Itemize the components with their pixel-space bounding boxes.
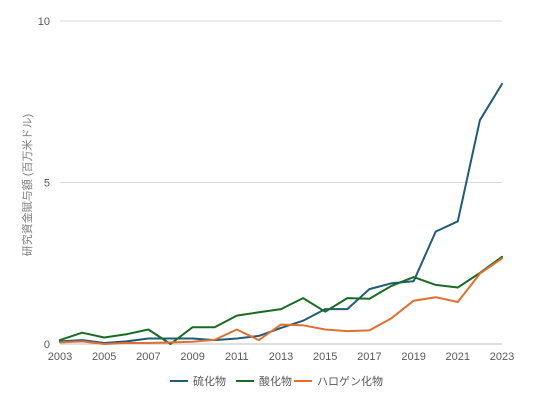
x-tick-label: 2013: [269, 351, 293, 363]
y-axis-label: 研究資金賦与額 (百万米ドル): [20, 114, 34, 256]
y-tick-label: 5: [44, 178, 50, 190]
x-axis-ticks: 2003 2005 2007 2009 2011 2013 2015 2017 2019 2021…: [48, 351, 514, 363]
legend-label: 硫化物: [193, 374, 226, 388]
y-axis-ticks: 0 5 10: [38, 16, 50, 351]
x-tick-label: 2011: [225, 351, 249, 363]
legend-label: 酸化物: [259, 374, 292, 388]
gridlines: [60, 20, 502, 345]
series-line-1: [59, 83, 503, 344]
x-tick-label: 2007: [136, 351, 160, 363]
series-line-2: [59, 255, 503, 345]
x-tick-label: 2015: [313, 351, 337, 363]
legend-label: ハロゲン化物: [317, 374, 383, 388]
y-tick-label: 0: [44, 339, 50, 351]
x-tick-label: 2019: [401, 351, 425, 363]
series-line-3: [59, 257, 503, 345]
x-tick-label: 2005: [92, 351, 116, 363]
x-tick-label: 2017: [357, 351, 381, 363]
legend: 硫化物 酸化物 ハロゲン化物: [170, 374, 383, 388]
series-lines: [59, 83, 503, 345]
x-tick-label: 2003: [48, 351, 72, 363]
x-tick-label: 2009: [180, 351, 204, 363]
y-tick-label: 10: [38, 16, 50, 28]
x-tick-label: 2021: [446, 351, 470, 363]
x-tick-label: 2023: [490, 351, 514, 363]
